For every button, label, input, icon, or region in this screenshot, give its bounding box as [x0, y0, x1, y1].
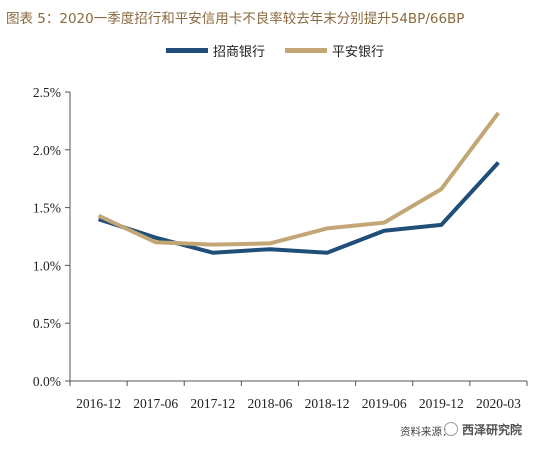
- x-tick-label: 2017-06: [133, 396, 178, 411]
- chart-title: 图表 5：2020一季度招行和平安信用卡不良率较去年末分别提升54BP/66BP: [6, 11, 465, 27]
- legend-swatch-series-2: [285, 48, 328, 53]
- x-tick-label: 2020-03: [476, 396, 521, 411]
- y-tick-label: 2.0%: [33, 143, 61, 158]
- y-tick-label: 0.0%: [33, 374, 61, 389]
- y-tick-label: 0.5%: [33, 316, 61, 331]
- legend-label-series-1: 招商银行: [213, 45, 266, 60]
- y-axis: 0.0% 0.5% 1.0% 1.5% 2.0% 2.5%: [33, 85, 71, 389]
- legend: 招商银行 平安银行: [166, 41, 398, 60]
- legend-item-series-1: 招商银行: [166, 41, 265, 60]
- x-tick-label: 2019-12: [419, 396, 464, 411]
- legend-item-series-2: 平安银行: [285, 41, 384, 60]
- series-line-2: [97, 111, 501, 247]
- x-tick-label: 2018-12: [305, 396, 350, 411]
- x-tick-label: 2016-12: [76, 396, 121, 411]
- legend-swatch-series-1: [166, 48, 208, 53]
- watermark-text: 西泽研究院: [462, 422, 523, 437]
- legend-label-series-2: 平安银行: [332, 45, 385, 60]
- y-tick-label: 1.0%: [33, 258, 61, 273]
- x-tick-label: 2017-12: [190, 396, 235, 411]
- series-lines: [97, 111, 501, 255]
- y-tick-label: 2.5%: [33, 85, 61, 100]
- watermark: 西泽研究院: [444, 418, 542, 440]
- series-line-1: [97, 161, 500, 255]
- wechat-icon: [444, 422, 458, 436]
- x-axis: 2016-12 2017-06 2017-12 2018-06 2018-12 2019-…: [69, 380, 528, 411]
- x-tick-label: 2019-06: [362, 396, 407, 411]
- y-tick-label: 1.5%: [33, 201, 61, 216]
- source-label: 资料来源：: [400, 426, 453, 438]
- x-tick-label: 2018-06: [247, 396, 292, 411]
